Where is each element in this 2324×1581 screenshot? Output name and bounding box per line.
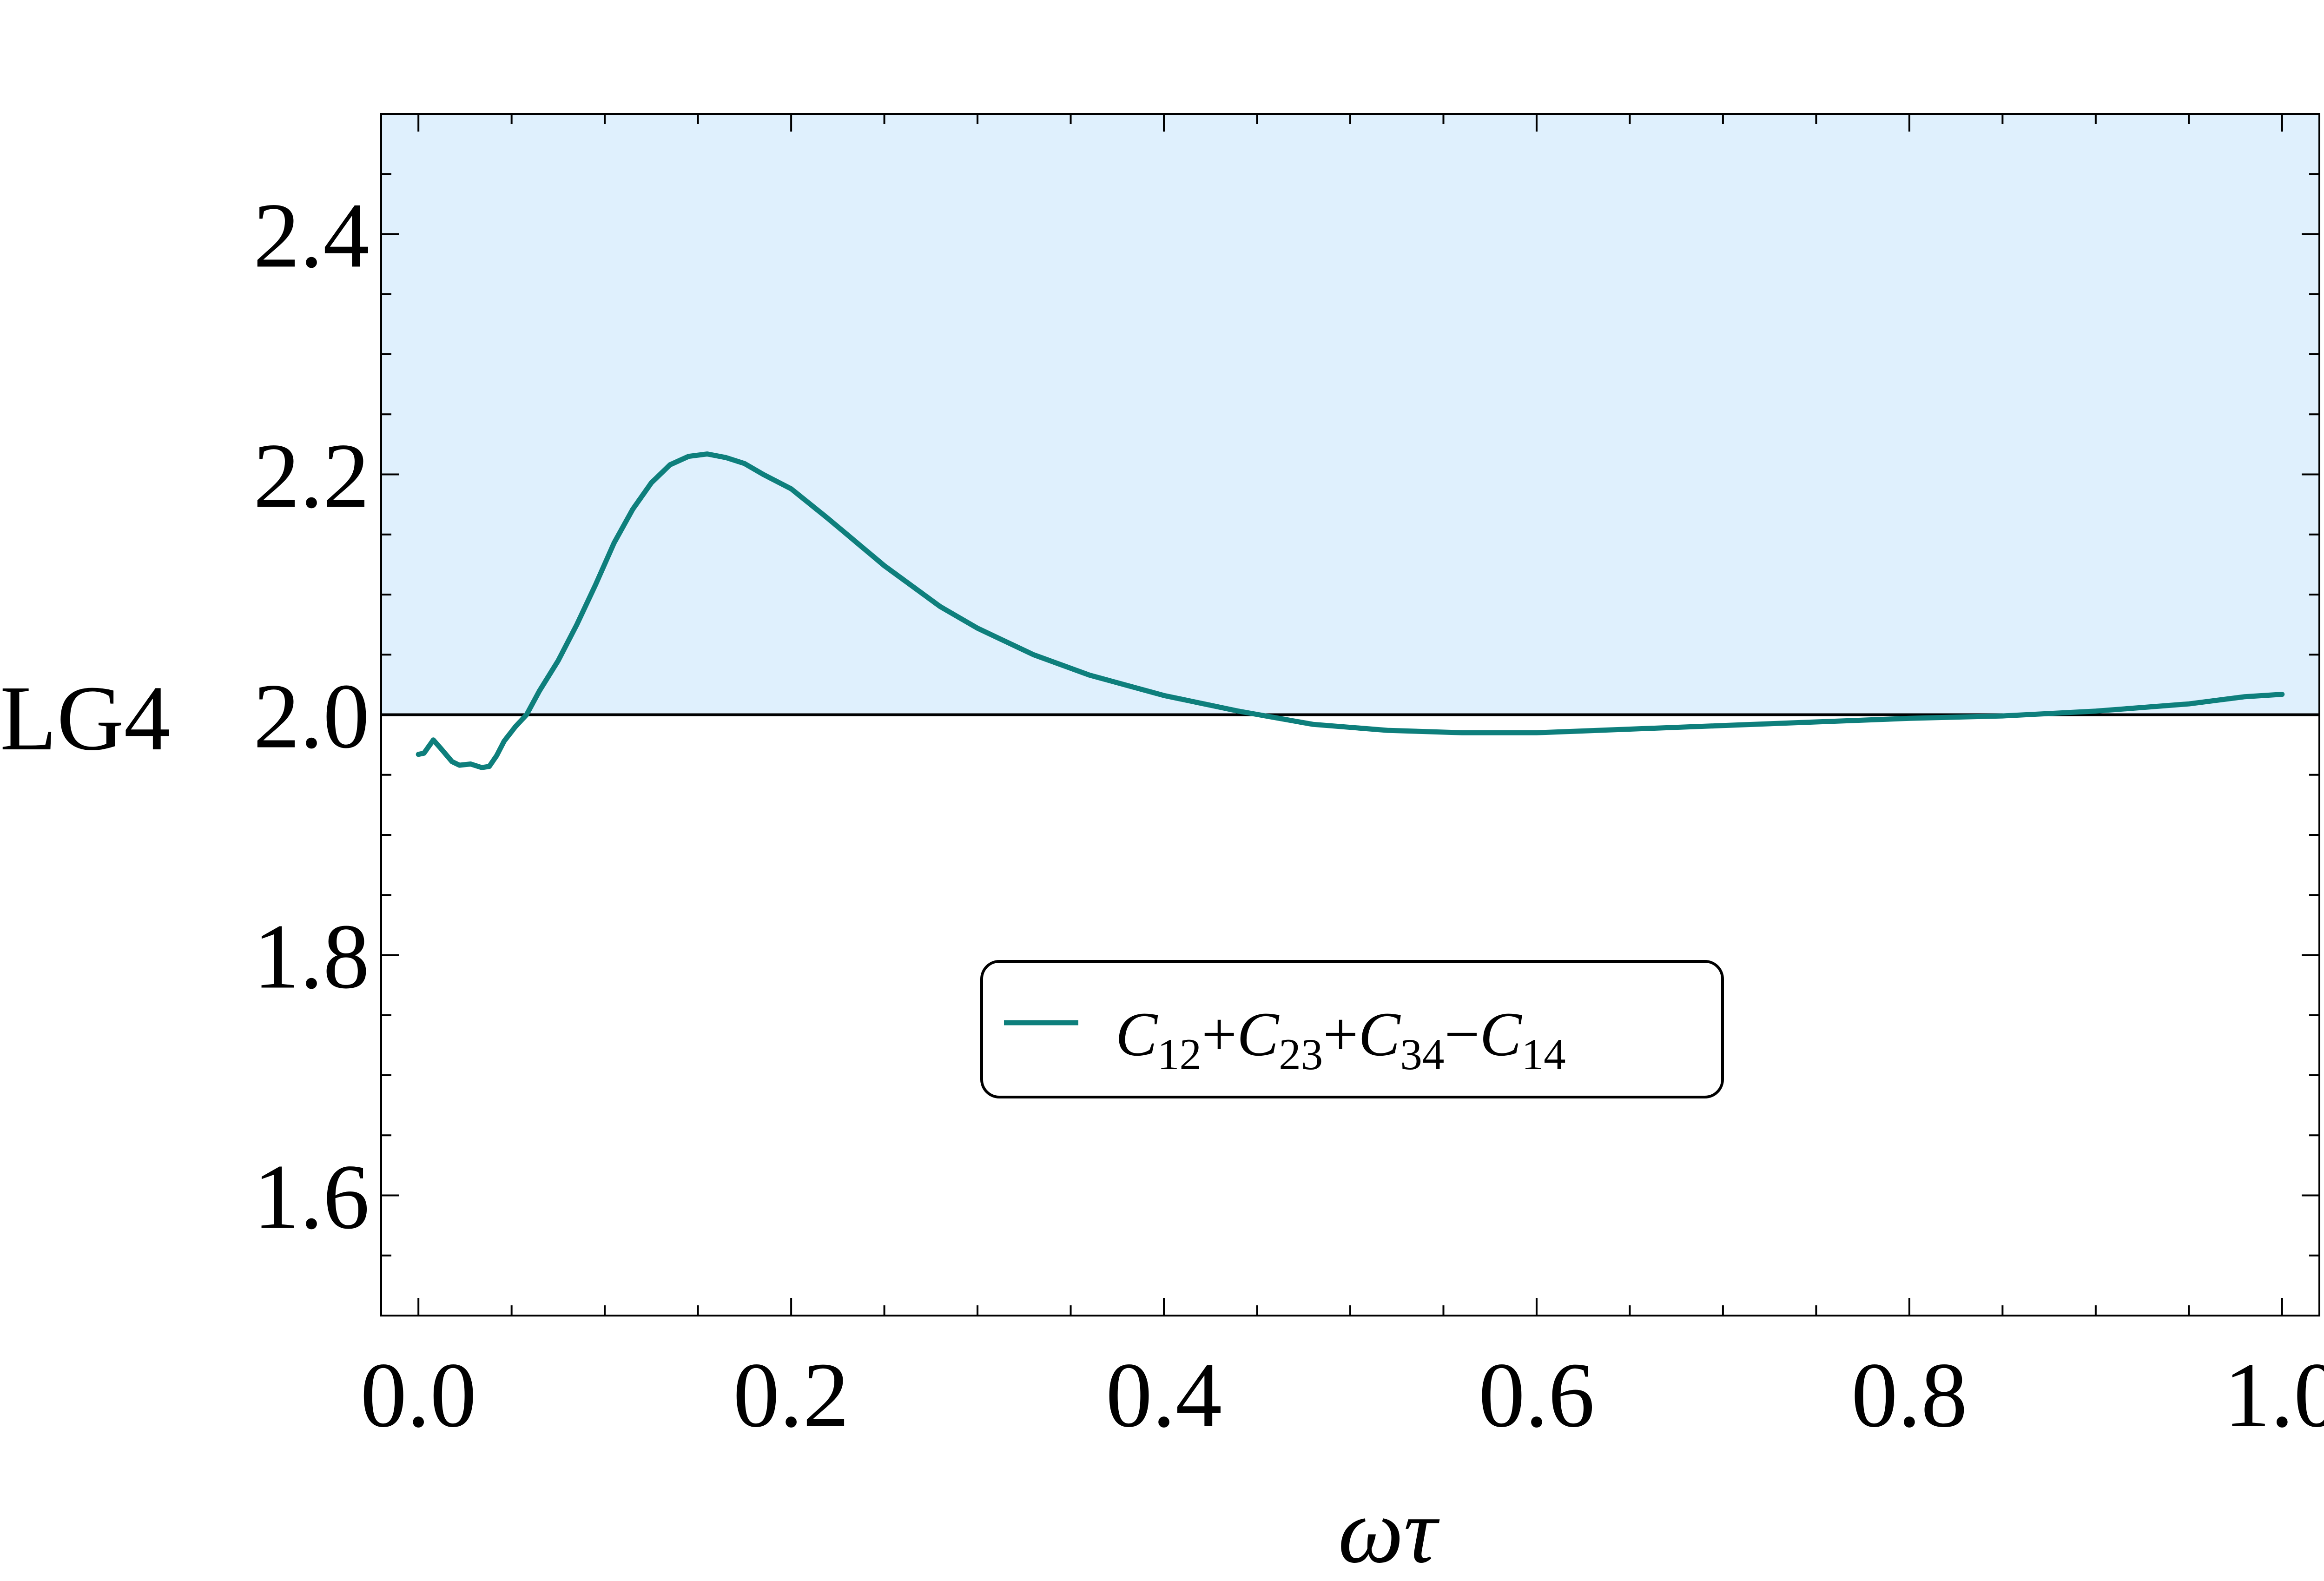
y-tick-label: 1.6 (253, 1146, 370, 1249)
legend: C12+C23+C34−C14 (980, 960, 1724, 1098)
y-tick-labels: 1.6 1.8 2.0 2.2 2.4 (253, 185, 370, 1249)
y-tick-label: 2.2 (253, 425, 370, 528)
y-axis-title: LG4 (0, 667, 171, 770)
x-tick-label: 0.4 (1106, 1344, 1222, 1447)
series-line-lg4 (416, 451, 2285, 770)
legend-symbol: C (1116, 1000, 1158, 1069)
x-tick-label: 0.0 (360, 1344, 476, 1447)
legend-label: C12+C23+C34−C14 (1116, 1000, 1566, 1079)
legend-symbol: C (1480, 1000, 1523, 1069)
legend-subscript: 14 (1522, 1030, 1566, 1079)
y-tick-label: 2.4 (253, 185, 370, 287)
legend-operator: − (1444, 1000, 1479, 1069)
legend-symbol: C (1237, 1000, 1280, 1069)
legend-symbol: C (1358, 1000, 1401, 1069)
legend-operator: + (1323, 1000, 1358, 1069)
legend-subscript: 34 (1400, 1030, 1444, 1079)
x-tick-label: 0.2 (733, 1344, 849, 1447)
violation-region (381, 114, 2319, 715)
y-tick-label: 2.0 (253, 665, 370, 768)
legend-subscript: 12 (1157, 1030, 1202, 1079)
x-tick-label: 0.6 (1479, 1344, 1595, 1447)
x-tick-label: 0.8 (1851, 1344, 1967, 1447)
legend-subscript: 23 (1279, 1030, 1323, 1079)
x-tick-labels: 0.0 0.2 0.4 0.6 0.8 1.0 (360, 1344, 2324, 1447)
legend-operator: + (1202, 1000, 1237, 1069)
x-tick-label: 1.0 (2224, 1344, 2324, 1447)
axis-ticks (381, 113, 2319, 1316)
x-axis-title: ωτ (1338, 1480, 1440, 1581)
legend-box (980, 960, 1724, 1098)
y-tick-label: 1.8 (253, 906, 370, 1008)
